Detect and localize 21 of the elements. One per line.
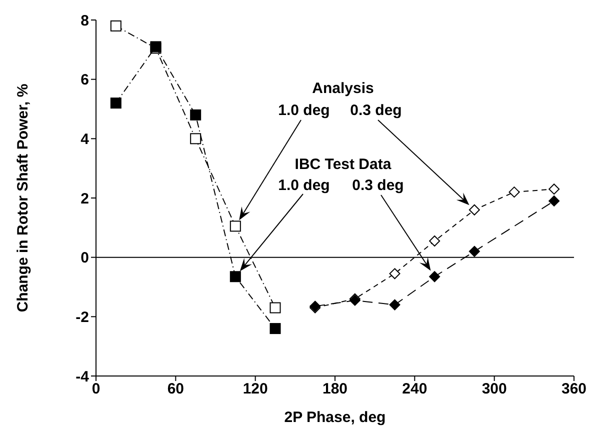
- x-tick-label: 180: [322, 380, 348, 398]
- y-tick-label: 6: [80, 72, 89, 89]
- y-tick-label: 4: [80, 130, 90, 148]
- x-tick-label: 120: [242, 380, 268, 398]
- y-tick-label: -4: [76, 368, 90, 386]
- y-axis-title: Change in Rotor Shaft Power, %: [14, 84, 32, 312]
- annotation: Analysis: [312, 80, 374, 97]
- annotation: 1.0 deg: [278, 177, 330, 194]
- x-tick-label: 300: [482, 380, 507, 398]
- annotation: 1.0 deg: [278, 102, 330, 119]
- y-tick-label: 2: [80, 190, 89, 208]
- y-tick-label: 0: [80, 250, 89, 267]
- annotation: IBC Test Data: [294, 156, 392, 173]
- x-tick-label: 360: [561, 380, 587, 398]
- x-tick-label: 60: [167, 380, 184, 398]
- annotation: 0.3 deg: [352, 177, 404, 194]
- annotation: 0.3 deg: [350, 102, 402, 119]
- y-tick-label: -2: [76, 308, 89, 326]
- x-tick-label: 240: [402, 380, 428, 398]
- x-axis-title: 2P Phase, deg: [284, 409, 386, 426]
- y-tick-label: 8: [80, 12, 89, 30]
